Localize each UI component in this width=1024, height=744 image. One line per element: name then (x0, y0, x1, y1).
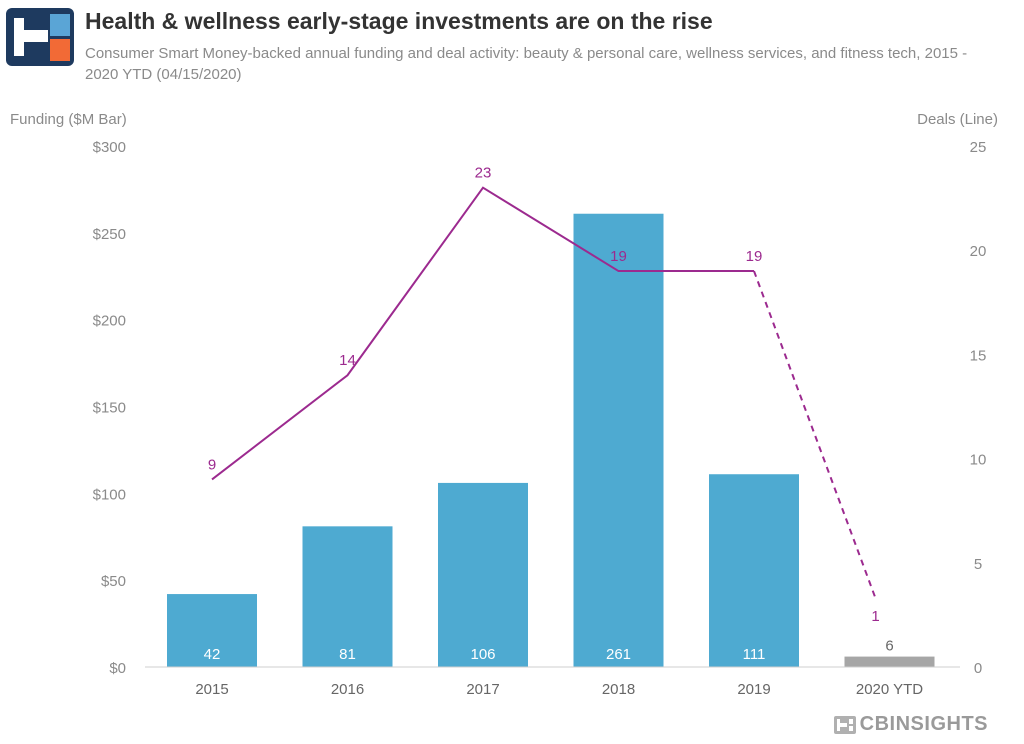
right-axis-title: Deals (Line) (917, 111, 998, 128)
y-tick-label: $150 (93, 400, 126, 417)
x-tick-label: 2015 (195, 681, 228, 698)
deals-value-label: 23 (475, 165, 492, 182)
bar (302, 526, 393, 667)
deals-value-label: 14 (339, 352, 356, 369)
x-tick-label: 2019 (737, 681, 770, 698)
brand-name: CBINSIGHTS (859, 713, 988, 735)
cb-insights-logo (6, 8, 74, 66)
bar-value-label: 6 (885, 638, 893, 655)
cb-mark-icon (833, 715, 856, 734)
x-tick-label: 2018 (602, 681, 635, 698)
x-tick-label: 2016 (331, 681, 364, 698)
y-tick-label: $100 (93, 486, 126, 503)
bar (709, 474, 799, 667)
deals-value-label: 1 (871, 608, 879, 625)
chart-subtitle: Consumer Smart Money-backed annual fundi… (85, 45, 968, 83)
y-tick-label: $50 (101, 573, 126, 590)
y2-tick-label: 5 (974, 556, 982, 573)
y2-tick-label: 10 (970, 452, 987, 469)
chart-title: Health & wellness early-stage investment… (85, 8, 713, 34)
bar (438, 482, 528, 667)
y2-tick-label: 20 (970, 243, 987, 260)
deals-value-label: 9 (208, 456, 216, 473)
y2-tick-label: 0 (974, 660, 982, 677)
y-tick-label: $0 (109, 660, 126, 677)
y-tick-label: $300 (93, 139, 126, 156)
deals-line (211, 186, 754, 481)
bar-value-label: 261 (606, 646, 631, 663)
bar-value-label: 81 (339, 646, 356, 663)
y-tick-label: $250 (93, 226, 126, 243)
bar-value-label: 111 (743, 646, 766, 663)
deals-line-ytd (753, 270, 877, 599)
deals-value-label: 19 (610, 248, 627, 265)
x-tick-label: 2020 YTD (856, 681, 923, 698)
bar-value-label: 106 (470, 646, 495, 663)
y-tick-label: $200 (93, 313, 126, 330)
left-axis-title: Funding ($M Bar) (10, 111, 127, 128)
bar (844, 656, 935, 667)
brand-footer: CBINSIGHTS (833, 713, 988, 736)
bar-value-label: 42 (204, 646, 221, 663)
y2-tick-label: 25 (970, 139, 987, 156)
bar (167, 594, 257, 667)
deals-value-label: 19 (746, 248, 763, 265)
y2-tick-label: 15 (970, 347, 987, 364)
x-tick-label: 2017 (466, 681, 499, 698)
bar (573, 213, 664, 668)
